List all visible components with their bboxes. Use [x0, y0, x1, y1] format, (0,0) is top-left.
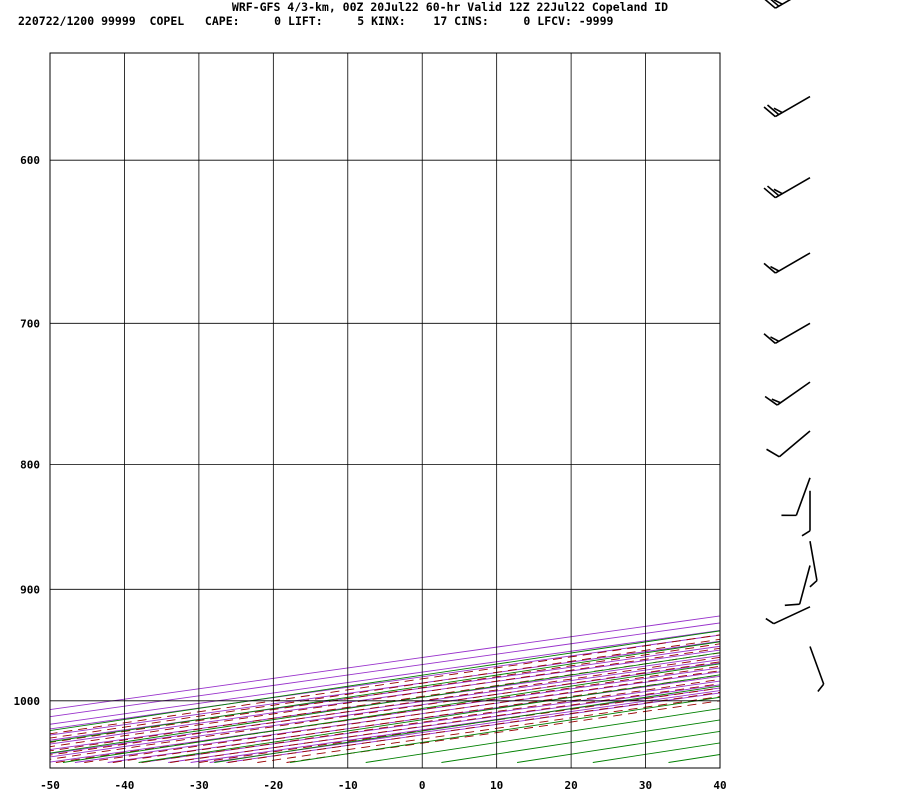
tick-labels: -50-40-30-20-100102030404005006007008009… — [14, 154, 727, 792]
barb-full-feather — [764, 0, 776, 9]
sounding-traces — [849, 0, 900, 645]
wind-barb-8 — [781, 477, 811, 517]
barb-full-feather — [763, 333, 776, 344]
dry-adiabat-370 — [744, 0, 900, 763]
barb-half-feather — [809, 579, 818, 588]
wind-barb-11 — [784, 565, 811, 607]
y-tick-label: 600 — [20, 154, 40, 167]
wind-barb-9 — [801, 490, 811, 537]
barb-staff — [778, 430, 811, 458]
wind-barb-13 — [809, 646, 825, 693]
barb-half-feather — [801, 530, 811, 537]
x-tick-label: -50 — [40, 779, 60, 792]
barb-full-feather — [763, 262, 776, 274]
barb-half-feather — [773, 188, 783, 195]
mixing-ratio-line-2 — [50, 629, 720, 725]
barb-staff — [774, 0, 792, 9]
barb-full-feather — [764, 395, 778, 406]
barb-half-feather — [770, 336, 780, 343]
y-tick-label: 800 — [20, 459, 40, 472]
x-tick-label: 10 — [490, 779, 503, 792]
barb-staff — [774, 322, 811, 345]
y-tick-label: 1000 — [14, 695, 41, 708]
wind-barb-7 — [766, 430, 811, 458]
x-tick-label: -20 — [263, 779, 283, 792]
wind-barb-6 — [764, 381, 811, 406]
barb-half-feather — [770, 265, 780, 272]
dry-adiabats — [50, 0, 900, 763]
x-tick-label: -30 — [189, 779, 209, 792]
barb-full-feather — [770, 0, 780, 7]
barb-staff — [774, 176, 811, 199]
wind-barb-2 — [763, 95, 811, 118]
dry-adiabat-250 — [50, 630, 720, 732]
dry-adiabat-260 — [50, 641, 720, 743]
x-tick-label: 30 — [639, 779, 652, 792]
barb-half-feather — [771, 398, 781, 404]
barb-half-feather — [765, 617, 775, 625]
dry-adiabat-390 — [896, 0, 900, 763]
chart-title: WRF-GFS 4/3-km, 00Z 20Jul22 60-hr Valid … — [231, 0, 669, 14]
barb-full-feather — [766, 448, 780, 458]
barb-staff — [773, 606, 811, 625]
barb-half-feather — [773, 0, 783, 5]
mixing-ratio-line-4 — [50, 640, 720, 736]
x-tick-label: -10 — [338, 779, 358, 792]
barb-staff — [774, 252, 811, 274]
barb-half-feather — [817, 683, 825, 693]
wind-barb-3 — [763, 176, 811, 199]
barb-full-feather — [766, 104, 780, 116]
wind-barb-5 — [763, 322, 811, 345]
dry-adiabat-380 — [820, 0, 900, 763]
wind-barb-4 — [763, 252, 811, 274]
barb-staff — [809, 646, 825, 685]
wind-barb-1 — [764, 0, 792, 9]
plot-background — [50, 53, 720, 768]
barb-half-feather — [773, 107, 783, 114]
x-tick-label: 20 — [564, 779, 577, 792]
barb-staff — [774, 95, 811, 118]
barb-full-feather — [763, 106, 776, 118]
barb-staff — [809, 541, 818, 581]
wind-barb-10 — [809, 541, 818, 588]
barb-full-feather — [763, 187, 776, 199]
x-tick-label: 0 — [419, 779, 426, 792]
sounding-stats: 220722/1200 99999 COPEL CAPE: 0 LIFT: 5 … — [18, 14, 614, 28]
barb-staff — [798, 565, 811, 605]
barb-staff — [795, 477, 811, 516]
y-tick-label: 700 — [20, 317, 40, 330]
barb-full-feather — [784, 603, 800, 607]
plot-frame — [49, 52, 721, 769]
wind-barbs — [763, 0, 825, 693]
x-tick-label: 40 — [713, 779, 726, 792]
barb-full-feather — [766, 185, 780, 197]
mixing-ratio-line-1 — [50, 622, 720, 718]
y-tick-label: 900 — [20, 583, 40, 596]
x-tick-label: -40 — [115, 779, 135, 792]
mixing-ratio-line-0 — [50, 615, 720, 710]
barb-staff — [776, 381, 811, 406]
wind-barb-12 — [765, 606, 811, 625]
dewpoint-trace — [849, 0, 900, 645]
